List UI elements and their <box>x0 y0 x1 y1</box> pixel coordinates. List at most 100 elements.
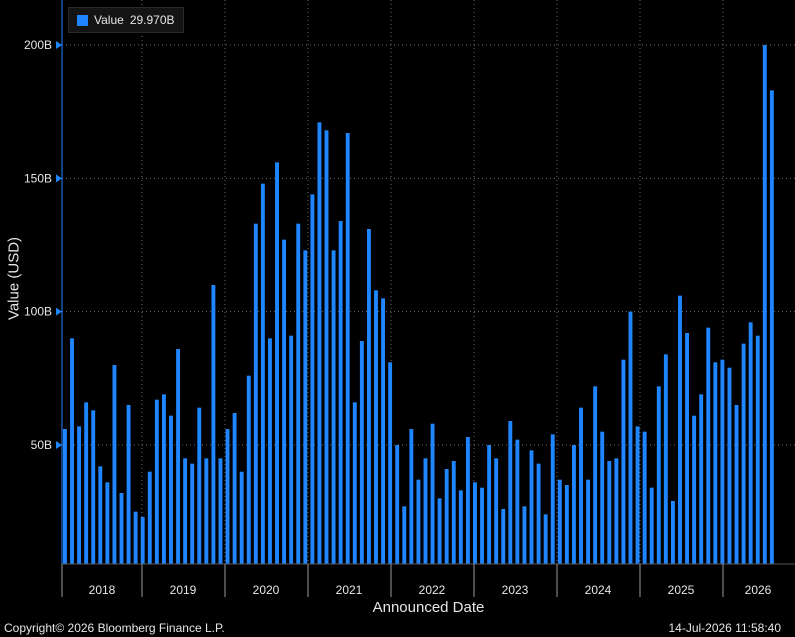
bar <box>381 298 386 564</box>
x-tick-label: 2022 <box>419 583 446 597</box>
bar <box>211 285 216 564</box>
y-tick-marker <box>56 307 62 316</box>
bar <box>649 487 654 564</box>
bar <box>522 506 527 564</box>
bar <box>126 405 131 564</box>
bar <box>748 322 753 564</box>
axis-layer: 50B 100B 150B 200B 2018 2019 2020 2021 2022 2023 2… <box>24 0 795 597</box>
bar <box>176 349 180 564</box>
bar <box>656 386 661 564</box>
bar <box>359 341 364 564</box>
bar <box>444 469 449 564</box>
bar <box>621 359 626 564</box>
legend-series-name: Value <box>94 13 124 27</box>
bar <box>480 487 484 564</box>
bar <box>586 479 591 564</box>
bar <box>366 229 371 564</box>
bar <box>494 458 499 564</box>
bar <box>635 426 640 564</box>
bar <box>239 471 244 564</box>
bar <box>755 335 760 564</box>
bar <box>692 415 697 564</box>
bar <box>275 162 279 564</box>
x-tick-label: 2020 <box>253 583 280 597</box>
bar <box>557 479 562 564</box>
bar <box>204 458 209 564</box>
bar <box>458 490 463 564</box>
x-tick-label: 2025 <box>668 583 695 597</box>
bar <box>289 335 294 564</box>
bar <box>154 399 159 564</box>
y-tick-marker <box>56 441 62 449</box>
bar <box>282 239 287 565</box>
bar <box>713 362 718 564</box>
bar <box>197 407 202 564</box>
bar <box>734 405 739 564</box>
bar <box>508 421 513 564</box>
bar <box>183 458 188 564</box>
bar <box>536 463 541 564</box>
bar <box>310 194 315 564</box>
bar <box>268 338 272 564</box>
bar <box>352 402 357 564</box>
bar <box>430 423 435 564</box>
bar <box>246 375 251 564</box>
x-tick-label: 2026 <box>745 583 772 597</box>
bar <box>317 122 322 564</box>
x-tick-label: 2019 <box>170 583 197 597</box>
bar <box>550 434 555 564</box>
bar <box>571 445 576 564</box>
bar <box>593 386 598 564</box>
bar <box>98 466 103 564</box>
bar <box>140 517 145 564</box>
bar <box>614 458 619 564</box>
bar <box>91 410 96 564</box>
x-axis-title: Announced Date <box>372 599 485 616</box>
bar <box>451 461 456 564</box>
bar <box>579 407 583 564</box>
bar <box>720 359 725 564</box>
bar <box>161 394 166 564</box>
bar <box>70 338 74 564</box>
bar <box>345 133 350 564</box>
bar <box>260 183 265 565</box>
bar-series <box>63 45 774 565</box>
timestamp-text: 14-Jul-2026 11:58:40 <box>668 621 781 635</box>
bar <box>515 439 520 564</box>
x-tick-label: 2023 <box>502 583 529 597</box>
bar <box>253 223 258 565</box>
y-tick-marker <box>56 41 62 49</box>
bar <box>628 311 633 564</box>
bar <box>374 290 378 564</box>
x-tick-label: 2021 <box>336 583 363 597</box>
y-axis-title: Value (USD) <box>5 236 23 321</box>
bar <box>663 354 668 564</box>
bar <box>600 431 605 564</box>
bar <box>303 250 308 564</box>
bar <box>465 437 470 564</box>
bar <box>607 461 612 564</box>
bar <box>762 45 767 564</box>
y-tick-label: 100B <box>24 305 52 319</box>
legend-swatch <box>77 14 88 26</box>
bar <box>416 479 421 564</box>
bar <box>642 431 647 564</box>
bar <box>63 429 67 564</box>
bar <box>529 450 534 564</box>
bar <box>232 413 237 564</box>
bar <box>324 130 329 564</box>
bar <box>218 458 223 564</box>
bar <box>699 394 704 564</box>
x-tick-label: 2018 <box>89 583 116 597</box>
bar <box>564 485 569 564</box>
y-tick-label: 150B <box>24 171 52 185</box>
bar <box>741 343 746 564</box>
bar <box>473 482 477 564</box>
bar <box>423 458 428 564</box>
x-tick-label: 2024 <box>585 583 612 597</box>
copyright-text: Copyright© 2026 Bloomberg Finance L.P. <box>4 621 225 635</box>
y-tick-marker <box>56 174 62 183</box>
bar <box>769 90 774 564</box>
bar <box>105 482 110 564</box>
